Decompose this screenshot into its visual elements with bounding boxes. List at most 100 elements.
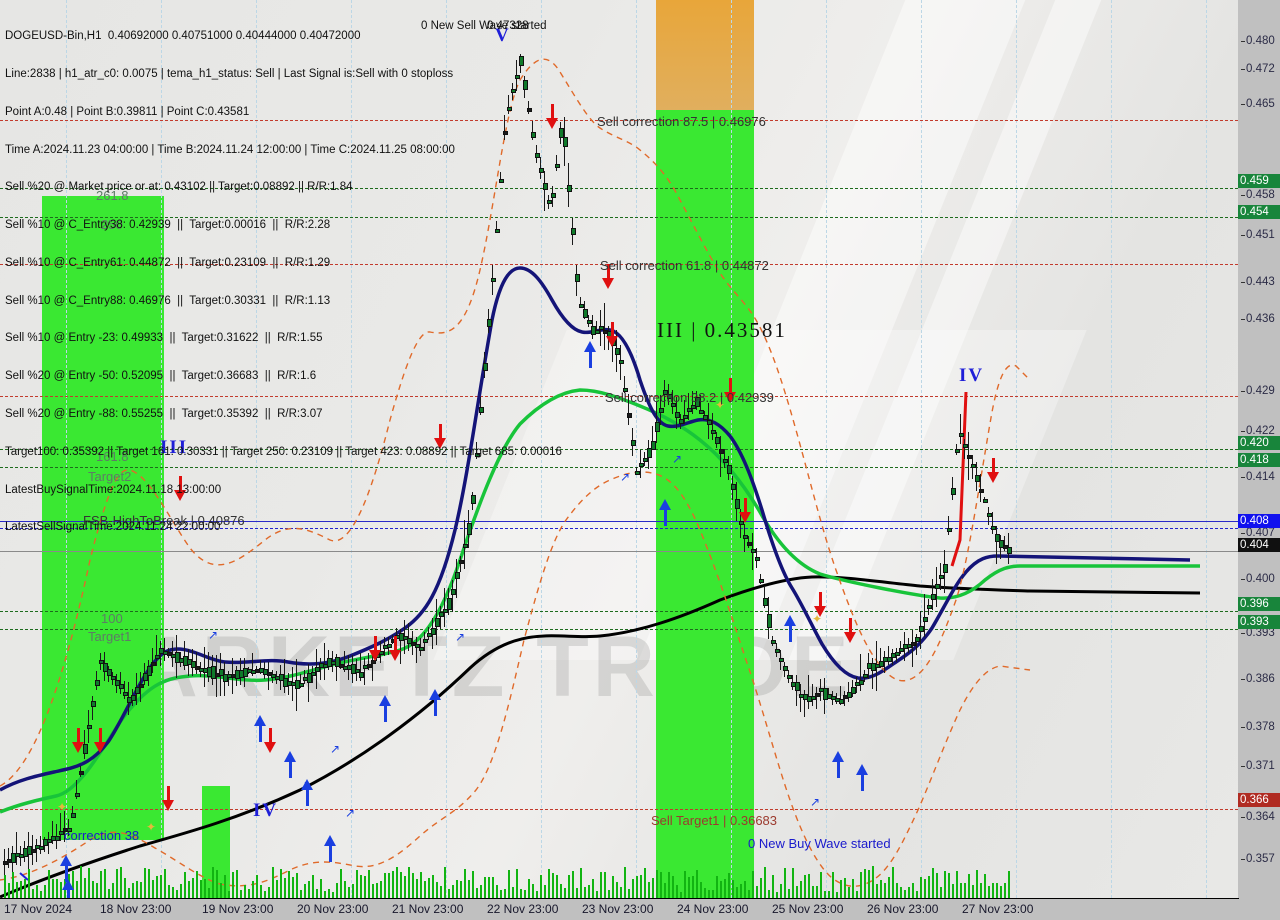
sell-correction-87-5: Sell correction 87.5 | 0.46976: [597, 114, 766, 129]
volume-bar: [340, 868, 342, 898]
candle-body: [931, 593, 936, 601]
candle-wick: [8, 848, 9, 868]
candle-body: [423, 638, 428, 643]
candle-wick: [748, 535, 749, 548]
candle-body: [963, 444, 968, 449]
candle-body: [335, 656, 340, 668]
volume-bar: [504, 889, 506, 898]
candle-wick: [684, 400, 685, 424]
buy-arrow-icon: [659, 499, 671, 510]
candle-wick: [204, 647, 205, 687]
price-badge-0459[interactable]: 0.459: [1238, 174, 1280, 188]
wave-line-blue-left: [19, 872, 29, 881]
candle-wick: [320, 657, 321, 680]
volume-bar: [736, 886, 738, 898]
volume-bar: [164, 868, 166, 898]
sell-arrow-icon: [602, 278, 614, 289]
volume-bar: [120, 866, 122, 898]
volume-bar: [104, 868, 106, 898]
price-badge-bid-0408[interactable]: 0.408: [1238, 514, 1280, 528]
buy-arrow-icon: [856, 764, 868, 775]
buy-arrow-tail: [67, 890, 70, 898]
candle-wick: [476, 441, 477, 460]
star-marker-icon: ✦: [146, 820, 157, 834]
price-badge-0420[interactable]: 0.420: [1238, 436, 1280, 450]
candle-body: [859, 679, 864, 685]
volume-bar: [840, 879, 842, 898]
volume-bar: [640, 874, 642, 898]
volume-bar: [448, 888, 450, 898]
volume-bar: [344, 880, 346, 898]
volume-bar: [1004, 883, 1006, 898]
volume-bar: [92, 880, 94, 898]
candle-body: [487, 319, 492, 327]
volume-bar: [152, 879, 154, 898]
wave-label-IV-right: IV: [959, 365, 985, 386]
buy-arrow-tail: [65, 866, 68, 882]
volume-bar: [312, 874, 314, 898]
volume-bar: [872, 866, 874, 898]
volume-bar: [648, 882, 650, 898]
time-tick: 20 Nov 23:00: [297, 902, 369, 916]
candle-body: [427, 632, 432, 638]
volume-bar: [160, 874, 162, 898]
candle-wick: [692, 390, 693, 414]
candle-body: [947, 527, 952, 532]
candle-body: [71, 813, 76, 818]
candle-wick: [1004, 535, 1005, 552]
volume-bar: [916, 891, 918, 898]
volume-bar: [676, 884, 678, 898]
fib-161-8: 161.8: [96, 449, 129, 464]
candle-wick: [440, 606, 441, 629]
volume-bar: [484, 876, 486, 898]
candle-wick: [40, 835, 41, 855]
chart-plot-area[interactable]: MARKETZ TRADE: [0, 0, 1239, 899]
buy-arrow-tail: [789, 626, 792, 642]
sell-arrow-tail: [77, 728, 80, 744]
volume-bar: [992, 883, 994, 898]
time-axis[interactable]: 17 Nov 2024 18 Nov 23:00 19 Nov 23:00 20 No…: [0, 899, 1238, 920]
volume-bar: [84, 878, 86, 898]
price-badge-0404[interactable]: 0.404: [1238, 538, 1280, 552]
candle-body: [727, 465, 732, 475]
sell-arrow-tail: [551, 104, 554, 120]
price-badge-0454[interactable]: 0.454: [1238, 205, 1280, 219]
candle-body: [667, 393, 672, 400]
volume-bar: [828, 891, 830, 898]
price-axis[interactable]: 0.480 0.472 0.465 0.458 0.451 0.443 0.436 0.429…: [1238, 0, 1280, 898]
volume-bar: [960, 883, 962, 898]
candle-body: [775, 649, 780, 654]
candle-body: [939, 574, 944, 580]
buy-arrow-tail: [289, 762, 292, 778]
volume-bar: [680, 891, 682, 898]
price-badge-0366[interactable]: 0.366: [1238, 793, 1280, 807]
candle-body: [951, 487, 956, 496]
candle-wick: [568, 163, 569, 208]
volume-bar: [860, 871, 862, 898]
wave-label-IV-left: IV: [253, 800, 279, 821]
volume-bar: [624, 866, 626, 898]
candle-body: [107, 669, 112, 676]
candle-wick: [124, 681, 125, 699]
buy-arrow-tail: [384, 706, 387, 722]
new-buy-wave-started: 0 New Buy Wave started: [748, 836, 891, 851]
sell-arrow-tail: [167, 786, 170, 802]
candle-wick: [964, 438, 965, 459]
volume-bar: [460, 881, 462, 898]
candle-body: [523, 79, 528, 90]
sell-arrow-tail: [269, 728, 272, 744]
header-line-9: Sell %20 @ Entry -88: 0.55255 || Target:…: [5, 408, 323, 420]
time-tick: 23 Nov 23:00: [582, 902, 654, 916]
price-badge-0418[interactable]: 0.418: [1238, 453, 1280, 467]
price-badge-0396[interactable]: 0.396: [1238, 597, 1280, 611]
candle-body: [683, 415, 688, 420]
volume-bar: [316, 889, 318, 898]
sell-arrow-tail: [729, 378, 732, 394]
volume-bar: [540, 875, 542, 898]
price-tick-0458: 0.458: [1241, 189, 1280, 201]
candle-wick: [556, 155, 557, 171]
price-badge-0393[interactable]: 0.393: [1238, 615, 1280, 629]
volume-bar: [720, 880, 722, 898]
candle-body: [551, 193, 556, 199]
volume-bar: [968, 873, 970, 898]
